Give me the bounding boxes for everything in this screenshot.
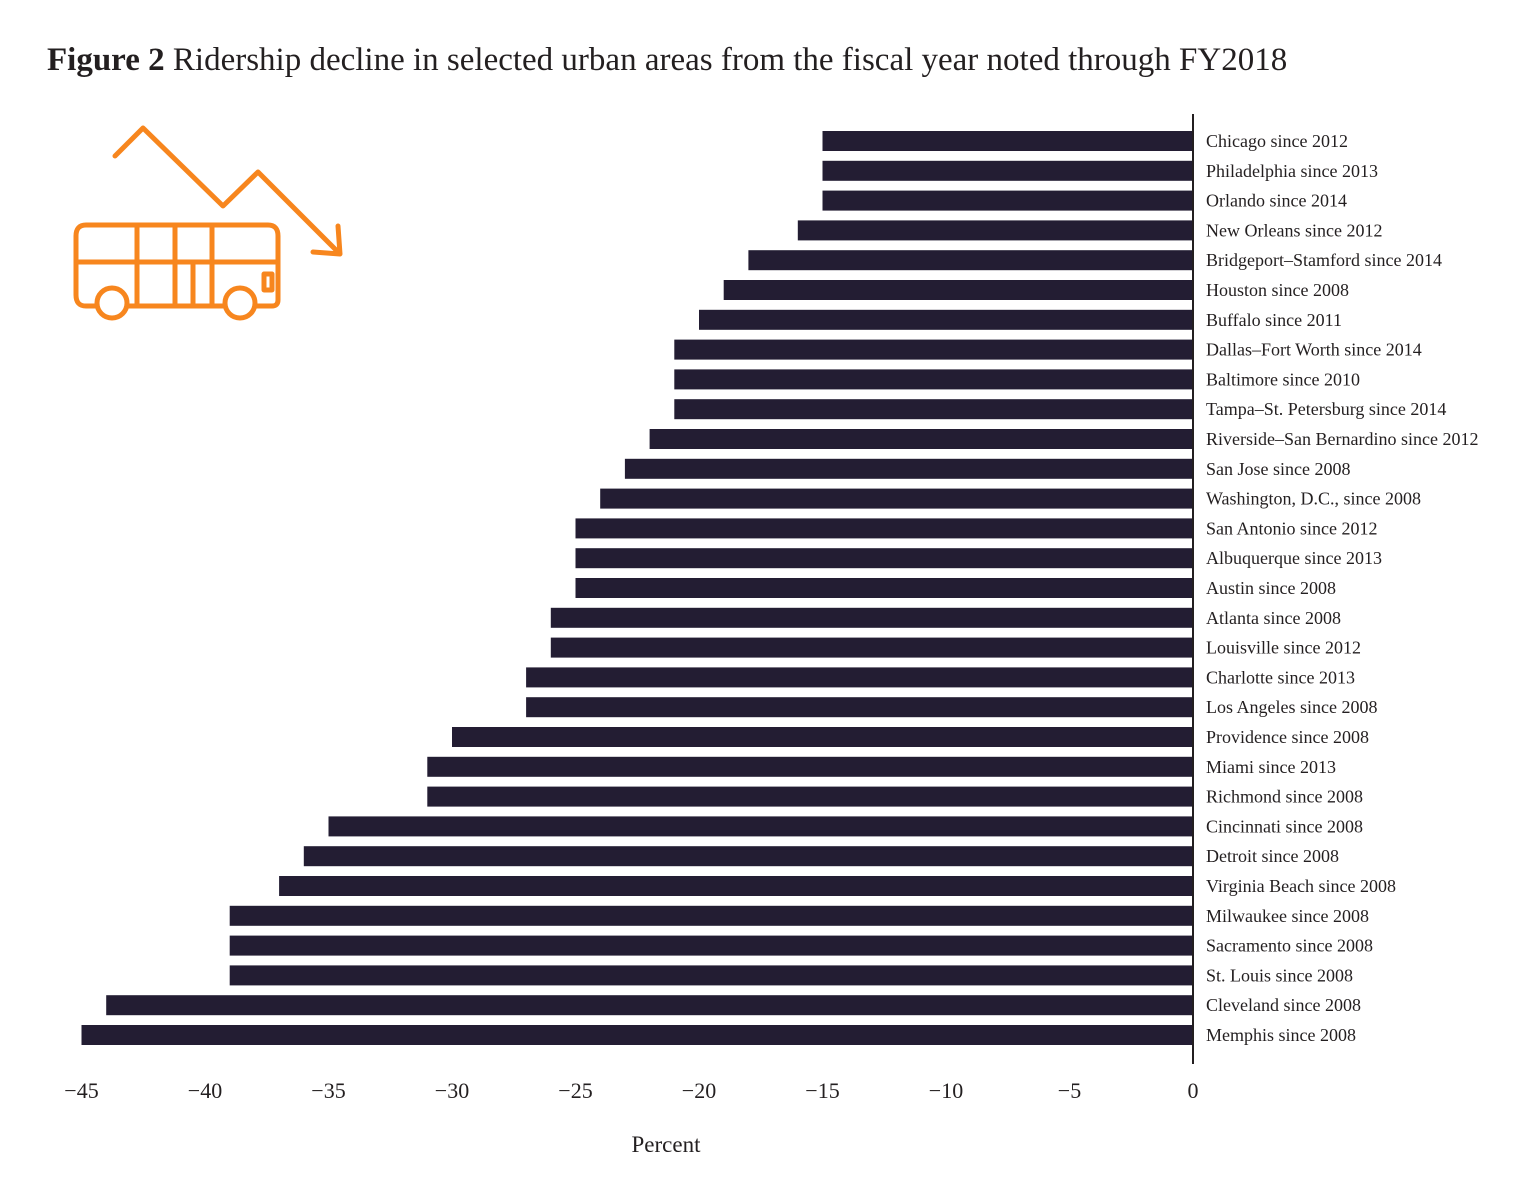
x-tick-labels-group: −45 −40 −35 −30 −25 −20 −15 −10 −5 0 [64, 1078, 1198, 1103]
category-label-13: San Antonio since 2012 [1206, 518, 1378, 538]
x-tick-label-6: −15 [805, 1078, 839, 1103]
category-label-11: San Jose since 2008 [1206, 459, 1350, 479]
bar-8 [674, 369, 1193, 390]
x-tick-label-1: −40 [188, 1078, 222, 1103]
category-label-14: Albuquerque since 2013 [1206, 548, 1382, 568]
category-label-29: Cleveland since 2008 [1206, 995, 1361, 1015]
figure-number: Figure 2 [47, 42, 165, 78]
category-label-0: Chicago since 2012 [1206, 131, 1348, 151]
category-label-2: Orlando since 2014 [1206, 191, 1347, 211]
category-label-24: Detroit since 2008 [1206, 846, 1339, 866]
category-label-4: Bridgeport–Stamford since 2014 [1206, 250, 1442, 270]
bar-5 [723, 280, 1193, 300]
bar-1 [822, 160, 1193, 181]
bar-26 [229, 905, 1193, 926]
bar-17 [550, 637, 1193, 658]
x-tick-label-2: −35 [311, 1078, 345, 1103]
category-label-10: Riverside–San Bernardino since 2012 [1206, 429, 1478, 449]
x-tick-label-7: −10 [929, 1078, 963, 1103]
bar-21 [427, 756, 1193, 777]
x-tick-label-4: −25 [558, 1078, 592, 1103]
bar-9 [674, 399, 1193, 420]
bar-27 [229, 935, 1193, 956]
category-label-12: Washington, D.C., since 2008 [1206, 489, 1421, 509]
x-axis-title: Percent [632, 1132, 702, 1157]
category-label-6: Buffalo since 2011 [1206, 310, 1342, 330]
bar-23 [328, 816, 1193, 837]
category-label-23: Cincinnati since 2008 [1206, 816, 1363, 836]
bar-7 [674, 339, 1193, 360]
category-label-16: Atlanta since 2008 [1206, 608, 1341, 628]
bar-20 [452, 727, 1193, 747]
bar-24 [303, 846, 1193, 867]
category-label-30: Memphis since 2008 [1206, 1025, 1356, 1045]
x-tick-label-3: −30 [435, 1078, 469, 1103]
bar-25 [279, 876, 1194, 896]
category-label-19: Los Angeles since 2008 [1206, 697, 1377, 717]
bar-0 [822, 131, 1193, 151]
bar-28 [229, 965, 1193, 986]
category-label-1: Philadelphia since 2013 [1206, 161, 1378, 181]
category-label-26: Milwaukee since 2008 [1206, 906, 1369, 926]
category-label-27: Sacramento since 2008 [1206, 936, 1373, 956]
bar-6 [699, 309, 1193, 330]
category-label-22: Richmond since 2008 [1206, 787, 1363, 807]
category-label-18: Charlotte since 2013 [1206, 667, 1355, 687]
category-label-28: St. Louis since 2008 [1206, 965, 1353, 985]
category-labels-group: Chicago since 2012 Philadelphia since 201… [1206, 131, 1478, 1045]
category-label-20: Providence since 2008 [1206, 727, 1369, 747]
bus-decline-icon [73, 125, 343, 321]
x-tick-label-5: −20 [682, 1078, 716, 1103]
category-label-3: New Orleans since 2012 [1206, 220, 1382, 240]
bar-13 [575, 518, 1193, 539]
x-tick-label-0: −45 [64, 1078, 98, 1103]
bar-12 [600, 488, 1193, 509]
category-label-8: Baltimore since 2010 [1206, 369, 1360, 389]
category-label-7: Dallas–Fort Worth since 2014 [1206, 340, 1422, 360]
bar-19 [526, 697, 1193, 718]
bar-15 [575, 578, 1193, 598]
category-label-25: Virginia Beach since 2008 [1206, 876, 1396, 896]
bar-4 [748, 250, 1193, 271]
category-label-9: Tampa–St. Petersburg since 2014 [1206, 399, 1446, 419]
bar-14 [575, 548, 1193, 569]
bar-16 [550, 607, 1193, 628]
category-label-17: Louisville since 2012 [1206, 638, 1361, 658]
bar-18 [526, 667, 1193, 688]
bar-3 [797, 220, 1193, 241]
bars-group [81, 131, 1194, 1045]
category-label-15: Austin since 2008 [1206, 578, 1336, 598]
bar-30 [81, 1025, 1193, 1045]
category-label-21: Miami since 2013 [1206, 757, 1336, 777]
category-label-5: Houston since 2008 [1206, 280, 1349, 300]
chart-title: Figure 2 Ridership decline in selected u… [47, 42, 1287, 79]
bar-11 [624, 458, 1193, 479]
bar-10 [649, 429, 1193, 449]
x-tick-label-9: 0 [1188, 1078, 1199, 1103]
figure-caption: Ridership decline in selected urban area… [164, 42, 1288, 78]
bar-22 [427, 786, 1193, 807]
x-tick-label-8: −5 [1058, 1078, 1081, 1103]
bar-29 [106, 995, 1194, 1016]
bar-2 [822, 190, 1193, 211]
